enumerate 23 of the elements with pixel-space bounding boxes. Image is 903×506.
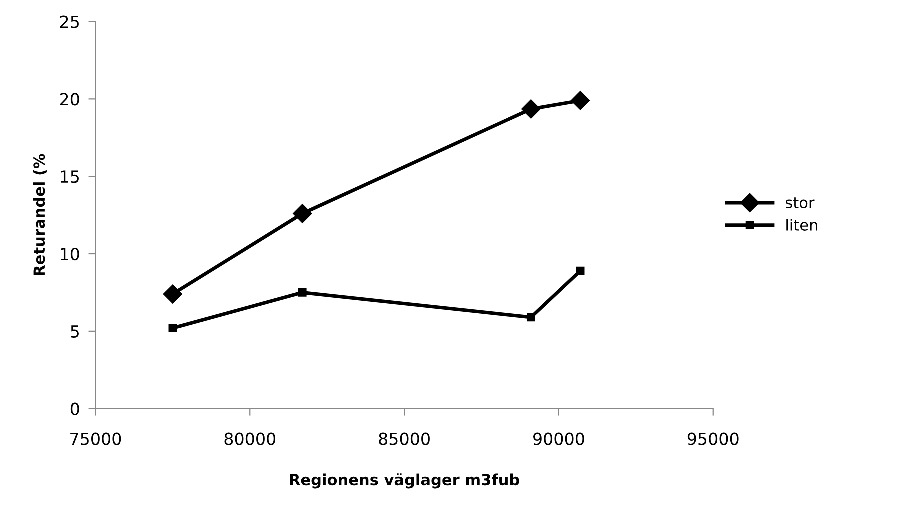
y-axis-title: Returandel (% [33, 154, 47, 276]
x-tick-label: 90000 [533, 432, 584, 446]
x-tick-label: 85000 [379, 432, 430, 446]
y-tick-label: 25 [60, 16, 79, 28]
point [571, 91, 590, 110]
point [576, 266, 585, 276]
x-axis-title: Regionens väglager m3fub [290, 474, 520, 489]
y-tick-label: 20 [60, 93, 80, 106]
point [168, 324, 178, 332]
x-tick-label: 80000 [224, 432, 276, 446]
y-tick-label: 15 [61, 170, 79, 184]
point [293, 204, 312, 224]
y-tick-label: 5 [71, 326, 79, 338]
x-tick-label: 95000 [688, 432, 739, 446]
x-tick-label: 75000 [70, 432, 122, 446]
legend-label: stor [786, 198, 815, 209]
point [522, 100, 541, 119]
point [526, 313, 536, 322]
y-tick-label: 0 [70, 402, 80, 416]
legend-label: liten [786, 219, 818, 231]
point [163, 284, 182, 304]
y-tick-label: 10 [61, 248, 80, 261]
point [298, 288, 307, 297]
